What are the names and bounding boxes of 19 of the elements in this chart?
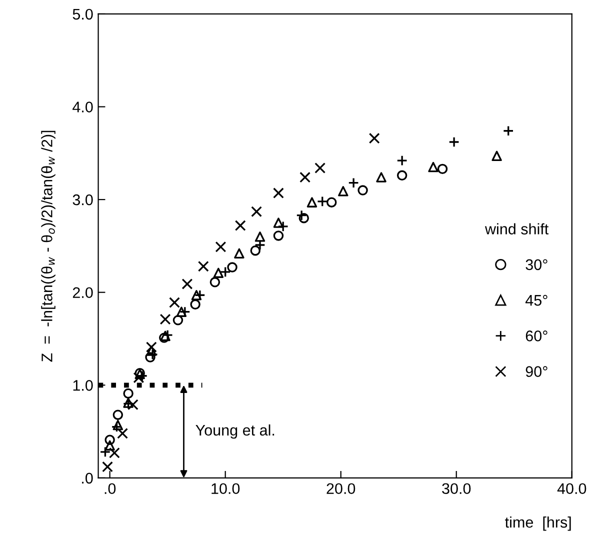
x-tick-label: 10.0 bbox=[212, 483, 240, 494]
x-tick-label: 40.0 bbox=[557, 483, 586, 494]
x-tick-label: 30.0 bbox=[442, 483, 471, 494]
legend-label: 90° bbox=[526, 366, 548, 377]
y-tick-label: 4.0 bbox=[72, 102, 93, 112]
legend-title: wind shift bbox=[484, 223, 549, 234]
legend-label: 60° bbox=[526, 330, 548, 342]
x-tick-label: 20.0 bbox=[326, 483, 356, 494]
y-tick-label: 3.0 bbox=[72, 194, 93, 206]
y-tick-label: 2.0 bbox=[72, 287, 93, 298]
x-axis-title: time [hrs] bbox=[505, 516, 571, 531]
y-tick-label: 5.0 bbox=[72, 8, 93, 20]
x-tick-label: .0 bbox=[104, 483, 116, 494]
legend-label: 45° bbox=[525, 294, 548, 306]
annotation: Young et al. bbox=[196, 424, 274, 439]
y-tick-label: .0 bbox=[82, 472, 93, 484]
y-tick-label: 1.0 bbox=[73, 380, 93, 391]
legend-label: 30° bbox=[526, 259, 548, 270]
y-axis-title: Z = -ln[tan((θ$_{w}$ - θ$_{o}$)/2)/tan(θ$_{w}$ /2)] bbox=[41, 130, 56, 362]
